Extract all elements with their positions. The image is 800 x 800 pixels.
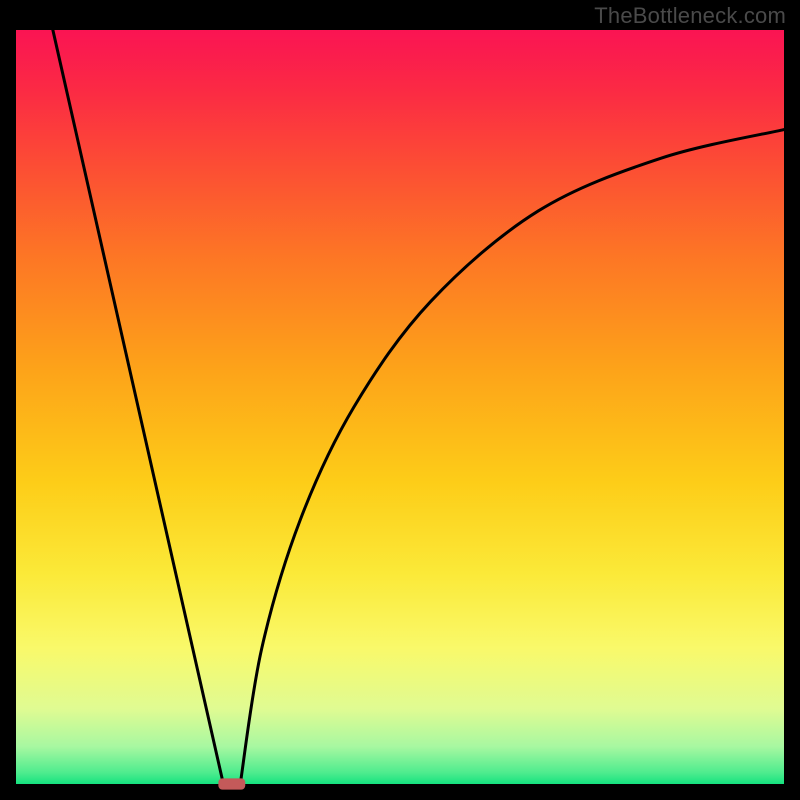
bottleneck-chart xyxy=(0,0,800,800)
minimum-marker xyxy=(218,778,245,789)
watermark-text: TheBottleneck.com xyxy=(594,3,786,28)
watermark-link[interactable]: TheBottleneck.com xyxy=(594,3,786,29)
plot-background xyxy=(16,30,784,784)
chart-container: TheBottleneck.com xyxy=(0,0,800,800)
